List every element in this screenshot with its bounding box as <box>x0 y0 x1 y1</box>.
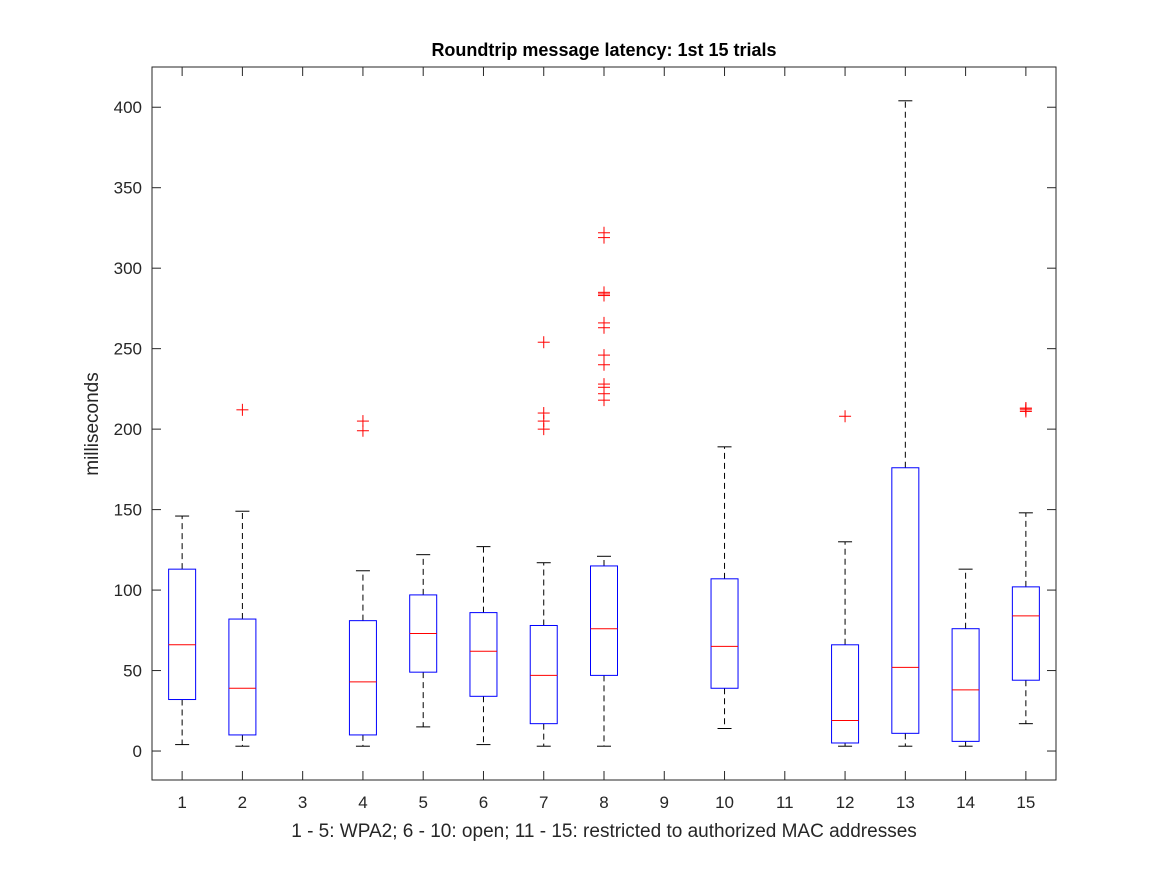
y-tick-label: 150 <box>114 501 142 520</box>
x-tick-label: 4 <box>358 793 367 812</box>
box-iqr <box>710 578 739 689</box>
y-tick-label: 50 <box>123 662 142 681</box>
box-iqr <box>891 467 920 734</box>
y-tick-label: 0 <box>133 742 142 761</box>
x-tick-label: 6 <box>479 793 488 812</box>
x-tick-label: 15 <box>1016 793 1035 812</box>
box-iqr <box>469 612 498 697</box>
box-iqr <box>1011 586 1040 681</box>
box-iqr <box>529 624 558 725</box>
x-tick-label: 5 <box>418 793 427 812</box>
x-tick-label: 3 <box>298 793 307 812</box>
x-tick-label: 10 <box>715 793 734 812</box>
box-iqr <box>228 618 257 736</box>
x-tick-label: 8 <box>599 793 608 812</box>
y-tick-label: 200 <box>114 420 142 439</box>
box-iqr <box>951 628 980 742</box>
y-tick-label: 350 <box>114 179 142 198</box>
x-axis-label: 1 - 5: WPA2; 6 - 10: open; 11 - 15: rest… <box>291 821 917 842</box>
y-tick-label: 400 <box>114 98 142 117</box>
y-tick-label: 300 <box>114 259 142 278</box>
box-iqr <box>348 620 377 736</box>
box-iqr <box>168 568 197 701</box>
chart-title: Roundtrip message latency: 1st 15 trials <box>431 40 776 60</box>
axes-frame <box>151 66 1057 781</box>
y-axis-label: milliseconds <box>82 372 103 475</box>
box-iqr <box>831 644 860 744</box>
x-tick-label: 11 <box>776 793 794 812</box>
x-tick-label: 7 <box>539 793 548 812</box>
x-tick-label: 1 <box>177 793 186 812</box>
y-tick-label: 250 <box>114 340 142 359</box>
x-tick-label: 14 <box>956 793 975 812</box>
box-iqr <box>590 565 618 676</box>
y-tick-label: 100 <box>114 581 142 600</box>
x-tick-label: 13 <box>896 793 915 812</box>
x-tick-label: 9 <box>660 793 669 812</box>
x-tick-label: 12 <box>836 793 855 812</box>
x-tick-label: 2 <box>238 793 247 812</box>
